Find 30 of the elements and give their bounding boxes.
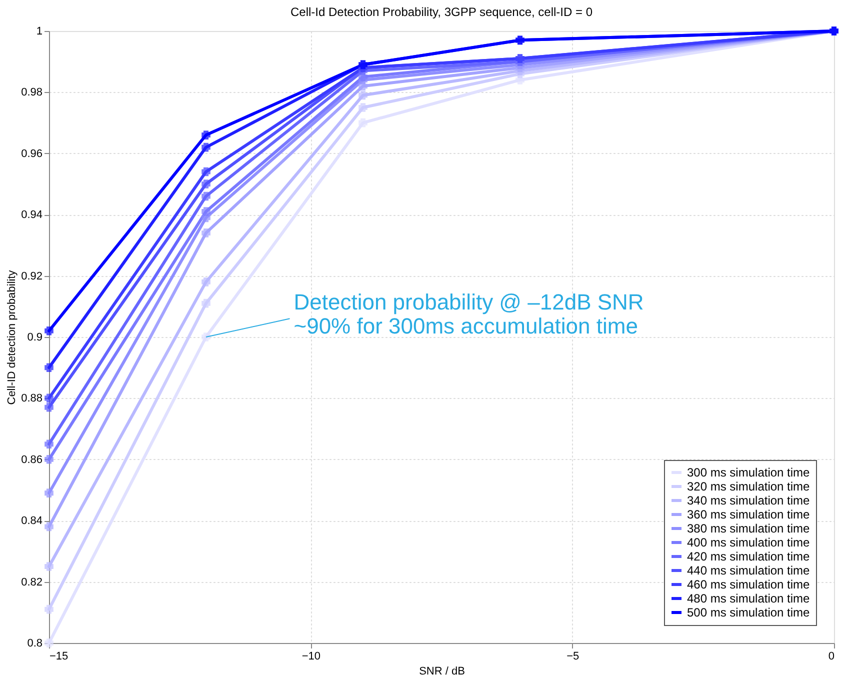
x-tick-label: 0 — [828, 650, 834, 662]
y-tick-label: 0.9 — [27, 332, 42, 344]
y-axis-title: Cell-ID detection probability — [6, 270, 18, 405]
x-axis-title: SNR / dB — [419, 666, 465, 678]
y-tick-label: 0.82 — [21, 576, 42, 588]
legend-label: 320 ms simulation time — [687, 480, 810, 494]
y-tick-label: 0.92 — [21, 270, 42, 282]
y-tick-label: 0.94 — [21, 209, 42, 222]
y-tick-label: 0.84 — [21, 515, 42, 528]
y-tick-label: 0.86 — [21, 454, 42, 466]
y-tick-label: 0.98 — [21, 86, 42, 99]
legend-label: 360 ms simulation time — [687, 508, 810, 522]
legend-label: 440 ms simulation time — [687, 564, 810, 578]
y-tick-label: 1 — [36, 26, 42, 38]
annotation: Detection probability @ –12dB SNR ~90% for 300ms accumulation time — [294, 290, 644, 339]
legend-label: 300 ms simulation time — [687, 466, 810, 480]
x-tick-label: −10 — [302, 650, 321, 662]
y-tick-label: 0.96 — [21, 148, 42, 160]
legend-label: 400 ms simulation time — [687, 536, 810, 550]
y-tick-label: 0.8 — [27, 638, 42, 650]
legend-label: 460 ms simulation time — [687, 578, 810, 592]
y-tick-label: 0.88 — [21, 392, 42, 405]
legend-label: 420 ms simulation time — [687, 550, 810, 564]
x-tick-label: −5 — [566, 650, 580, 662]
legend-label: 380 ms simulation time — [687, 522, 810, 536]
x-tick-label: −15 — [50, 650, 68, 662]
legend-label: 480 ms simulation time — [687, 592, 810, 606]
chart-title: Cell-Id Detection Probability, 3GPP sequence, cell-ID = 0 — [290, 4, 593, 19]
legend-label: 340 ms simulation time — [687, 494, 810, 508]
legend-label: 500 ms simulation time — [687, 606, 810, 620]
